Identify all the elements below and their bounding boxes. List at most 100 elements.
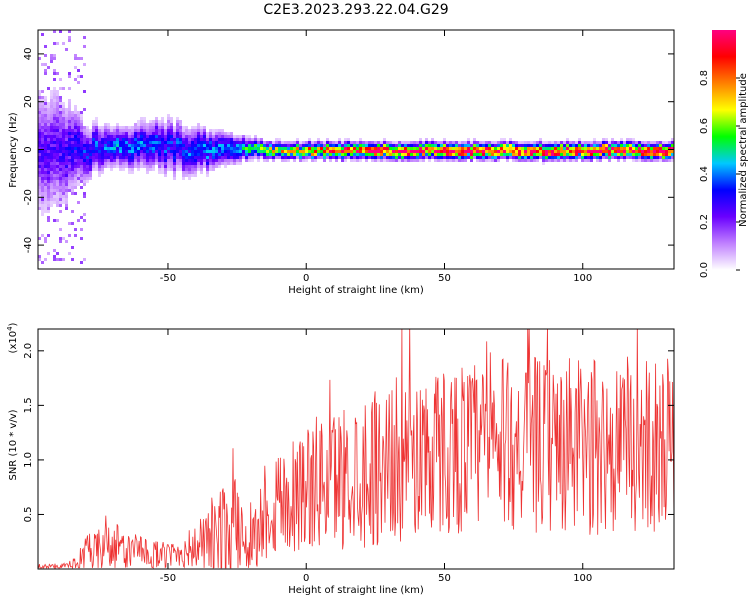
heatmap-cell: [575, 153, 578, 156]
heatmap-cell: [143, 120, 146, 123]
heatmap-cell: [611, 156, 614, 159]
heatmap-cell: [170, 147, 173, 150]
heatmap-cell: [146, 162, 149, 165]
heatmap-cell: [671, 141, 674, 144]
snr-ytick-label: 0.5: [23, 507, 34, 523]
heatmap-cell: [584, 150, 587, 153]
heatmap-cell: [185, 159, 188, 162]
heatmap-cell: [536, 153, 539, 156]
heatmap-cell: [176, 144, 179, 147]
heatmap-cell: [230, 138, 233, 141]
heatmap-cell: [164, 168, 167, 171]
heatmap-cell: [506, 141, 509, 144]
heatmap-cell: [128, 147, 131, 150]
heatmap-cell: [569, 144, 572, 147]
heatmap-cell: [434, 159, 437, 162]
heatmap-cell: [173, 159, 176, 162]
heatmap-cell: [461, 144, 464, 147]
heatmap-cell: [53, 120, 56, 123]
heatmap-cell: [89, 129, 92, 132]
heatmap-cell: [62, 189, 65, 192]
heatmap-cell: [116, 129, 119, 132]
heatmap-cell: [212, 150, 215, 153]
heatmap-cell: [167, 168, 170, 171]
heatmap-cell: [77, 159, 80, 162]
heatmap-cell: [110, 147, 113, 150]
heatmap-cell: [38, 144, 41, 147]
heatmap-cell: [146, 129, 149, 132]
heatmap-cell: [116, 135, 119, 138]
heatmap-cell: [614, 153, 617, 156]
heatmap-cell: [467, 153, 470, 156]
heatmap-cell: [245, 153, 248, 156]
heatmap-cell: [452, 147, 455, 150]
heatmap-cell: [386, 156, 389, 159]
heatmap-cell: [80, 129, 83, 132]
heatmap-cell: [53, 192, 56, 195]
heatmap-cell: [566, 159, 569, 162]
heatmap-cell: [578, 147, 581, 150]
heatmap-cell: [104, 147, 107, 150]
heatmap-cell: [194, 174, 197, 177]
spectrogram-ytick-label: -20: [23, 189, 34, 205]
heatmap-cell: [413, 159, 416, 162]
heatmap-cell: [251, 141, 254, 144]
heatmap-cell: [359, 150, 362, 153]
heatmap-cell: [104, 141, 107, 144]
heatmap-cell: [47, 201, 50, 204]
heatmap-cell: [74, 180, 77, 183]
spectrogram-heatmap: [38, 30, 674, 264]
heatmap-cell: [311, 153, 314, 156]
heatmap-cell: [152, 156, 155, 159]
heatmap-cell: [518, 150, 521, 153]
heatmap-cell: [167, 117, 170, 120]
heatmap-cell: [200, 162, 203, 165]
heatmap-cell: [299, 147, 302, 150]
heatmap-cell: [407, 159, 410, 162]
heatmap-cell: [515, 156, 518, 159]
heatmap-cell: [266, 150, 269, 153]
heatmap-cell: [248, 135, 251, 138]
heatmap-cell: [44, 201, 47, 204]
heatmap-cell: [134, 132, 137, 135]
heatmap-cell: [68, 111, 71, 114]
heatmap-cell: [188, 150, 191, 153]
heatmap-cell: [428, 144, 431, 147]
heatmap-cell: [368, 144, 371, 147]
heatmap-cell: [659, 156, 662, 159]
heatmap-cell: [95, 168, 98, 171]
heatmap-cell: [302, 153, 305, 156]
heatmap-cell: [644, 153, 647, 156]
heatmap-cell: [605, 153, 608, 156]
heatmap-cell: [191, 165, 194, 168]
heatmap-cell: [41, 189, 44, 192]
heatmap-cell: [236, 150, 239, 153]
heatmap-cell: [491, 153, 494, 156]
heatmap-cell: [41, 96, 44, 99]
heatmap-cell: [137, 150, 140, 153]
heatmap-cell: [158, 138, 161, 141]
heatmap-cell: [653, 153, 656, 156]
heatmap-cell: [305, 141, 308, 144]
heatmap-cell: [170, 141, 173, 144]
heatmap-cell: [59, 228, 62, 231]
heatmap-cell: [542, 162, 545, 165]
heatmap-cell: [569, 156, 572, 159]
heatmap-cell: [296, 138, 299, 141]
heatmap-cell: [167, 114, 170, 117]
heatmap-cell: [173, 144, 176, 147]
heatmap-cell: [560, 147, 563, 150]
heatmap-cell: [176, 123, 179, 126]
heatmap-cell: [302, 141, 305, 144]
heatmap-cell: [71, 183, 74, 186]
heatmap-cell: [173, 126, 176, 129]
heatmap-cell: [47, 189, 50, 192]
heatmap-cell: [560, 141, 563, 144]
heatmap-cell: [152, 150, 155, 153]
heatmap-cell: [464, 147, 467, 150]
heatmap-cell: [275, 153, 278, 156]
heatmap-cell: [65, 159, 68, 162]
heatmap-cell: [488, 141, 491, 144]
heatmap-cell: [65, 162, 68, 165]
heatmap-cell: [512, 141, 515, 144]
